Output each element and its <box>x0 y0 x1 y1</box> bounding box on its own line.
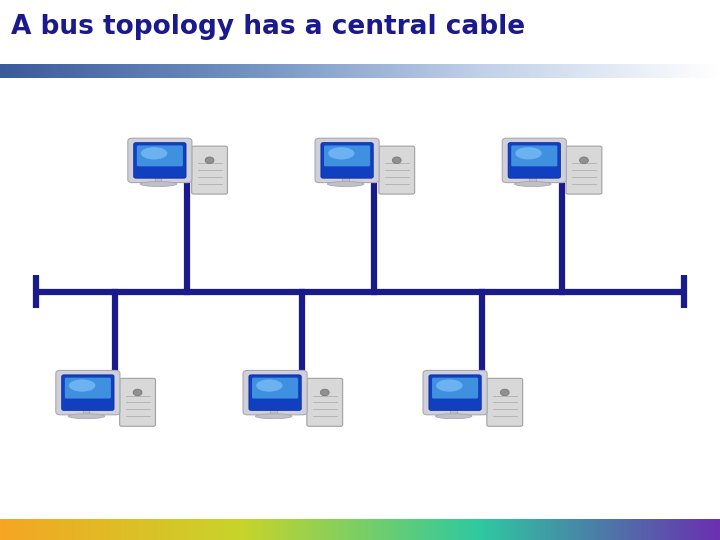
Ellipse shape <box>205 157 214 164</box>
Ellipse shape <box>436 414 472 418</box>
FancyBboxPatch shape <box>252 377 298 399</box>
Ellipse shape <box>140 181 176 186</box>
FancyBboxPatch shape <box>120 379 156 426</box>
FancyBboxPatch shape <box>307 379 343 426</box>
FancyBboxPatch shape <box>62 375 114 410</box>
Bar <box>83 409 89 415</box>
FancyBboxPatch shape <box>56 370 120 415</box>
Ellipse shape <box>133 389 142 396</box>
Bar <box>450 409 456 415</box>
Ellipse shape <box>436 380 462 392</box>
Ellipse shape <box>256 380 282 392</box>
FancyBboxPatch shape <box>379 146 415 194</box>
Ellipse shape <box>141 147 167 159</box>
Ellipse shape <box>392 157 401 164</box>
Text: A bus topology has a central cable: A bus topology has a central cable <box>11 14 525 39</box>
FancyBboxPatch shape <box>566 146 602 194</box>
Ellipse shape <box>320 389 329 396</box>
Bar <box>342 177 348 183</box>
FancyBboxPatch shape <box>432 377 478 399</box>
Ellipse shape <box>256 414 292 418</box>
FancyBboxPatch shape <box>324 145 370 166</box>
FancyBboxPatch shape <box>511 145 557 166</box>
FancyBboxPatch shape <box>508 143 560 178</box>
Ellipse shape <box>580 157 588 164</box>
FancyBboxPatch shape <box>65 377 111 399</box>
Ellipse shape <box>69 380 95 392</box>
FancyBboxPatch shape <box>429 375 481 410</box>
FancyBboxPatch shape <box>128 138 192 183</box>
Bar <box>270 409 276 415</box>
Ellipse shape <box>328 181 364 186</box>
FancyBboxPatch shape <box>503 138 567 183</box>
FancyBboxPatch shape <box>243 370 307 415</box>
FancyBboxPatch shape <box>315 138 379 183</box>
Ellipse shape <box>68 414 104 418</box>
Ellipse shape <box>500 389 509 396</box>
Ellipse shape <box>515 181 551 186</box>
Ellipse shape <box>328 147 354 159</box>
FancyBboxPatch shape <box>134 143 186 178</box>
FancyBboxPatch shape <box>423 370 487 415</box>
Bar <box>529 177 536 183</box>
FancyBboxPatch shape <box>249 375 301 410</box>
FancyBboxPatch shape <box>321 143 373 178</box>
Ellipse shape <box>516 147 541 159</box>
Bar <box>155 177 161 183</box>
FancyBboxPatch shape <box>487 379 523 426</box>
FancyBboxPatch shape <box>192 146 228 194</box>
FancyBboxPatch shape <box>137 145 183 166</box>
